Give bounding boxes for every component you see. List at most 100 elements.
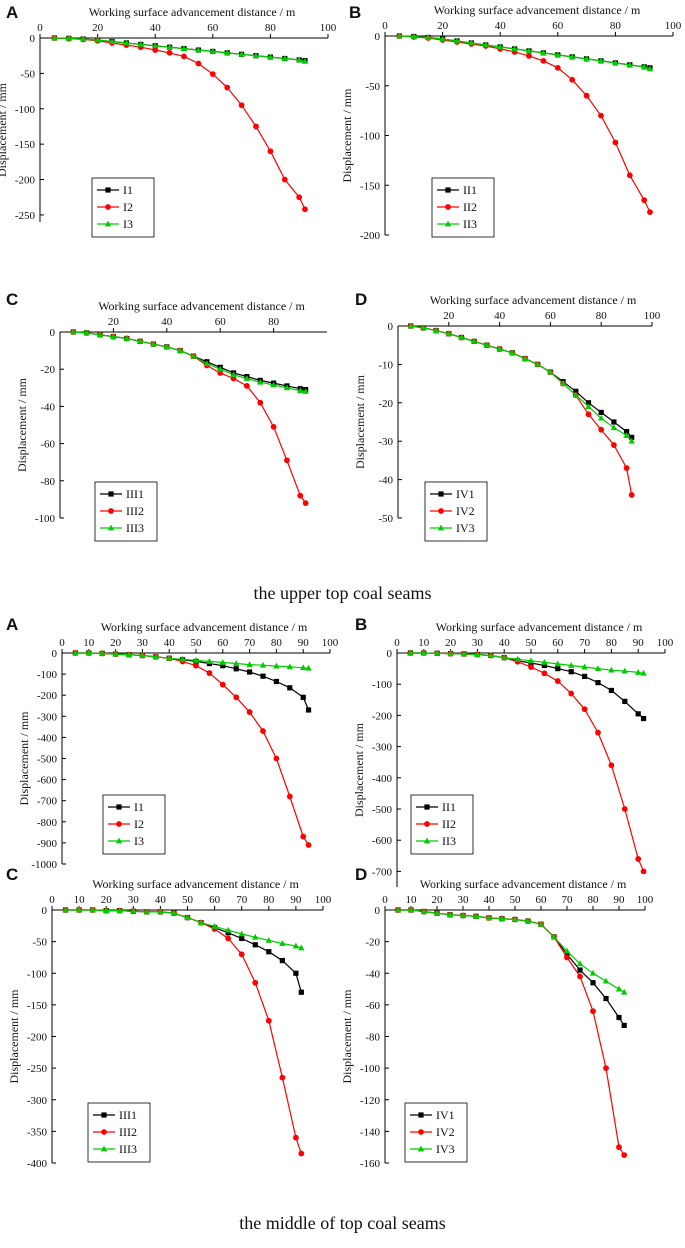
data-point-II3	[646, 65, 654, 72]
x-tick-label: 50	[510, 894, 522, 906]
data-point-III3	[143, 908, 151, 915]
data-point-III3	[83, 329, 90, 336]
data-point-II1	[622, 698, 628, 704]
series-line-III2	[73, 331, 307, 504]
data-point-IV3	[458, 334, 465, 340]
data-point-III3	[252, 933, 259, 940]
y-tick-label: -600	[372, 835, 393, 847]
x-tick-label: 20	[437, 20, 449, 32]
x-tick-label: 70	[562, 894, 574, 906]
x-tick-label: 10	[74, 894, 86, 906]
data-point-II2	[526, 53, 532, 59]
data-point-IV3	[598, 414, 605, 421]
data-point-IV3	[483, 341, 491, 348]
data-point-II3	[514, 655, 521, 662]
data-point-II2	[568, 690, 575, 697]
data-point-IV3	[559, 380, 567, 386]
data-point-I2	[260, 728, 266, 734]
data-point-IV3	[445, 330, 452, 337]
series-IV1	[408, 323, 635, 440]
data-point-IV3	[498, 915, 506, 922]
data-point-IV3	[407, 906, 415, 913]
x-tick-label: 40	[495, 20, 507, 32]
y-tick-label: -600	[37, 775, 58, 787]
data-point-III3	[96, 331, 104, 338]
data-point-III2	[284, 457, 290, 464]
data-point-I1	[305, 707, 312, 713]
panel-label: D	[355, 865, 367, 884]
data-point-IV2	[628, 492, 635, 498]
data-point-III3	[130, 907, 137, 914]
data-point-II3	[420, 649, 427, 656]
x-tick-label: 20	[110, 637, 122, 649]
data-point-IV3	[621, 988, 628, 995]
x-tick-label: 80	[596, 310, 608, 322]
panel-label: C	[6, 290, 18, 309]
legend-swatch-marker	[438, 491, 444, 497]
series-line-I3	[54, 37, 306, 62]
legend-swatch-marker	[418, 1129, 424, 1135]
panel-label: B	[355, 615, 367, 634]
data-point-IV3	[576, 960, 584, 967]
x-tick-label: 20	[108, 316, 120, 328]
data-point-I2	[273, 755, 280, 762]
data-point-II1	[608, 687, 614, 694]
data-point-III3	[136, 337, 144, 344]
legend: IV1 IV2 IV3	[424, 481, 488, 542]
data-point-II1	[568, 669, 574, 675]
x-tick-label: 40	[155, 894, 167, 906]
data-point-IV3	[472, 912, 480, 919]
y-tick-label: 0	[50, 327, 56, 339]
data-point-III3	[238, 930, 245, 937]
data-point-III3	[302, 388, 309, 394]
panel-label: D	[355, 290, 367, 309]
legend: III1 III2 III3	[87, 1102, 151, 1163]
y-tick-label: -30	[378, 436, 393, 448]
y-tick-label: -800	[37, 817, 58, 829]
x-tick-label: 40	[494, 310, 506, 322]
series-line-I3	[75, 652, 309, 669]
y-tick-label: -500	[37, 754, 58, 766]
data-point-IV3	[524, 917, 532, 924]
y-tick-label: -400	[37, 732, 58, 744]
legend-label: IV1	[456, 487, 475, 501]
legend-swatch-marker	[418, 1112, 424, 1118]
y-tick-label: -20	[40, 364, 55, 376]
data-point-II1	[555, 666, 561, 672]
data-point-I2	[302, 206, 308, 213]
data-point-II2	[583, 92, 590, 99]
x-tick-label: 80	[263, 894, 275, 906]
legend-label: III1	[119, 1108, 137, 1122]
data-point-IV3	[459, 912, 467, 918]
x-tick-label: 100	[315, 894, 332, 906]
data-point-III3	[163, 343, 170, 350]
series-line-III1	[73, 331, 306, 391]
legend: I1 I2 I3	[91, 177, 155, 238]
data-point-II2	[647, 209, 653, 216]
x-tick-label: 10	[406, 894, 418, 906]
data-point-III2	[293, 1134, 299, 1141]
data-point-I3	[179, 655, 186, 662]
data-point-IV2	[623, 465, 630, 471]
data-point-IV3	[485, 914, 493, 921]
y-tick-label: 0	[375, 905, 381, 917]
y-tick-label: -1000	[31, 859, 57, 871]
x-axis-title: Working surface advancement distance / m	[98, 299, 305, 313]
data-point-IV3	[547, 368, 554, 375]
data-point-III2	[302, 500, 309, 507]
data-point-III1	[252, 942, 258, 948]
data-point-II3	[439, 35, 446, 42]
data-point-I3	[286, 663, 293, 670]
data-point-IV3	[496, 345, 503, 352]
y-tick-label: -200	[27, 1032, 48, 1044]
series-I3	[51, 34, 309, 64]
y-tick-label: -300	[37, 711, 58, 723]
data-point-I3	[233, 660, 240, 666]
panel-label: B	[349, 3, 361, 22]
legend: II1 II2 II3	[410, 794, 474, 855]
data-point-II3	[527, 657, 535, 664]
data-point-II1	[595, 680, 601, 686]
data-point-I3	[195, 46, 202, 53]
x-tick-label: 100	[322, 637, 339, 649]
data-point-IV3	[572, 391, 579, 398]
